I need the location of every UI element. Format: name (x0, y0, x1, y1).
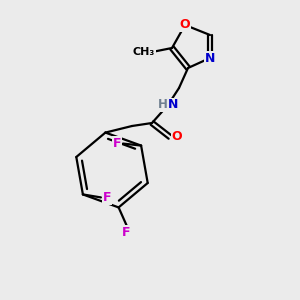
Text: O: O (172, 130, 182, 143)
Text: N: N (205, 52, 215, 64)
Text: F: F (113, 137, 122, 150)
Text: O: O (180, 19, 190, 32)
Text: F: F (122, 226, 131, 239)
Text: CH₃: CH₃ (133, 47, 155, 57)
Text: H: H (158, 98, 168, 112)
Text: N: N (168, 98, 178, 112)
Text: F: F (103, 191, 111, 204)
